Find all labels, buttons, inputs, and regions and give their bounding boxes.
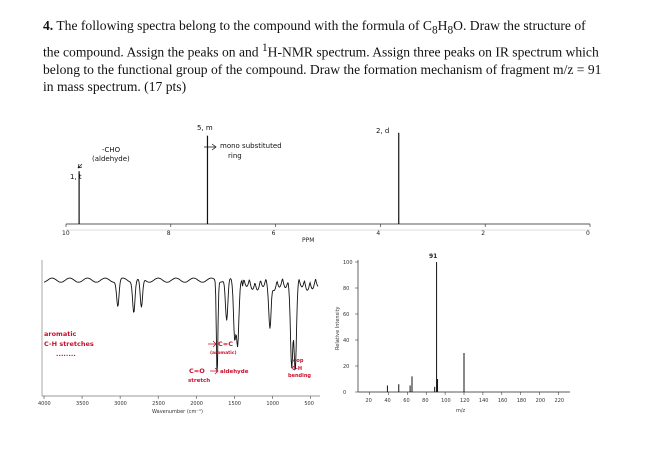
question-number: 4. <box>43 18 54 33</box>
ms-x-tick-label: 160 <box>498 398 508 404</box>
ir-note-cc: C=C <box>218 340 233 348</box>
nmr-note-aldehyde: (aldehyde) <box>92 155 130 163</box>
ir-tick-label: 500 <box>304 401 314 407</box>
ms-y-tick-label: 20 <box>343 364 349 370</box>
nmr-superscript: 1 <box>261 41 268 54</box>
formula-sub-c: 8 <box>432 24 438 37</box>
ms-y-label: Relative Intensity <box>335 306 341 350</box>
nmr-note-peak1: 1, t <box>70 173 82 181</box>
nmr-x-axis: 10 8 6 4 2 0 <box>62 224 591 237</box>
nmr-tick-label: 2 <box>481 230 485 237</box>
ir-tick-label: 4000 <box>38 401 51 407</box>
ir-x-label: Wavenumber (cm⁻¹) <box>152 409 203 415</box>
ms-y-tick-label: 60 <box>343 312 349 318</box>
ir-note-co-sub: stretch <box>188 378 210 384</box>
ms-x-tick-label: 200 <box>536 398 546 404</box>
ms-x-tick-label: 100 <box>441 398 451 404</box>
nmr-note-peak2: 5, m <box>197 124 213 132</box>
question-part-1: The following spectra belong to the comp… <box>56 18 432 33</box>
ms-x-tick-label: 140 <box>479 398 489 404</box>
ir-note-aromatic: aromatic <box>44 330 77 338</box>
ms-y-tick-label: 40 <box>343 338 349 344</box>
ms-peak-label: 91 <box>429 253 437 260</box>
ms-y-tick-label: 0 <box>343 390 346 396</box>
ir-spectrum: 4000 3500 3000 2500 2000 1500 1000 500 Wavenumb… <box>36 258 326 418</box>
formula-sub-h: 8 <box>447 24 454 37</box>
mass-spectrum: Relative Intensity 0 20 40 60 80 100 20 40 60 80… <box>330 250 575 418</box>
ir-trace <box>43 277 319 373</box>
question-text: 4. The following spectra belong to the c… <box>43 17 603 95</box>
ms-x-tick-label: 40 <box>384 398 390 404</box>
ir-tick-label: 2500 <box>152 401 165 407</box>
ms-x-tick-label: 180 <box>517 398 527 404</box>
ir-note-oop: oop <box>293 358 304 364</box>
ms-y-ticks: 0 20 40 60 80 100 <box>343 260 358 396</box>
formula-h: H <box>437 18 448 33</box>
ms-bars <box>386 262 465 392</box>
ms-x-tick-label: 120 <box>460 398 470 404</box>
ir-note-cc-sub: (aromatic) <box>210 350 237 356</box>
ir-note-aldehyde: aldehyde <box>220 369 249 375</box>
ir-note-bending: bending <box>288 373 311 379</box>
ir-tick-label: 3500 <box>76 401 89 407</box>
ms-x-tick-label: 80 <box>422 398 428 404</box>
nmr-tick-label: 6 <box>272 230 276 237</box>
nmr-note-cho: -CHO <box>102 146 121 154</box>
nmr-tick-label: 0 <box>586 230 590 237</box>
nmr-tick-label: 10 <box>62 230 70 237</box>
nmr-tick-label: 8 <box>167 230 171 237</box>
nmr-note-mono: mono substituted <box>220 142 282 150</box>
ir-tick-label: 2000 <box>190 401 203 407</box>
ir-note-ch: C-H <box>292 366 302 372</box>
ms-x-label: m/z <box>456 408 466 414</box>
nmr-peaks <box>78 132 400 224</box>
question-part-3: H-NMR spectrum. Assign three peaks on IR… <box>43 44 602 94</box>
ir-note-dots: ........ <box>56 350 76 358</box>
ir-tick-label: 1500 <box>228 401 241 407</box>
question-part-2: Draw the structure of the compound. Assi… <box>43 18 586 60</box>
nmr-tick-label: 4 <box>376 230 380 237</box>
ms-y-tick-label: 100 <box>343 260 353 266</box>
ir-tick-label: 1000 <box>266 401 279 407</box>
ms-x-tick-label: 20 <box>365 398 371 404</box>
ms-x-tick-label: 60 <box>403 398 409 404</box>
ms-x-ticks: 20 40 60 80 100 120 140 160 180 200 220 <box>365 392 564 404</box>
ms-x-tick-label: 220 <box>555 398 565 404</box>
nmr-spectrum: 10 8 6 4 2 0 PPM -CHO (aldehyde) 1, t 5, m mo… <box>52 120 602 250</box>
ir-tick-label: 3000 <box>114 401 127 407</box>
ir-note-ch-stretches: C-H stretches <box>44 340 94 348</box>
nmr-note-ring: ring <box>228 152 242 160</box>
formula-o: O. <box>453 18 467 33</box>
ir-x-axis: 4000 3500 3000 2500 2000 1500 1000 500 <box>38 396 314 407</box>
ms-y-tick-label: 80 <box>343 286 349 292</box>
nmr-note-peak3: 2, d <box>376 127 389 135</box>
nmr-x-label: PPM <box>302 237 314 244</box>
ir-note-co: C=O <box>189 367 205 375</box>
